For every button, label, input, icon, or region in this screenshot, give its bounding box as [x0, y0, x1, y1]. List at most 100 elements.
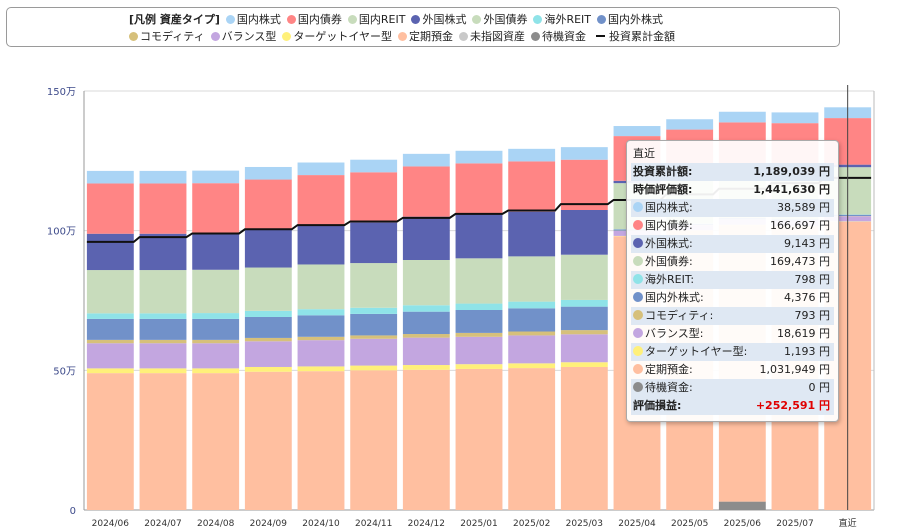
bar-segment: [402, 334, 450, 338]
tooltip-total-row: 評価損益: +252,591 円: [631, 397, 834, 415]
bar-segment: [192, 170, 240, 184]
legend-label: 定期預金: [409, 30, 454, 43]
bar-segment: [508, 211, 556, 257]
bar-segment: [560, 209, 608, 255]
legend-swatch: [210, 32, 220, 41]
legend-item[interactable]: 未指図資産: [459, 28, 525, 45]
tooltip-label: 定期預金:: [645, 363, 693, 376]
bar-segment: [244, 366, 292, 372]
tooltip-swatch: [633, 364, 643, 374]
legend-item-line[interactable]: 投資累計金額: [592, 28, 675, 45]
bar-segment: [244, 337, 292, 342]
bar-segment: [402, 259, 450, 306]
x-tick-label: 2024/10: [302, 519, 340, 529]
bar-segment: [192, 339, 240, 344]
legend-item[interactable]: 国内REIT: [347, 11, 405, 28]
legend-item[interactable]: 定期預金: [398, 28, 453, 45]
legend-item[interactable]: バランス型: [210, 28, 277, 45]
bar-segment: [402, 311, 450, 335]
bar-segment: [86, 170, 134, 184]
legend-item[interactable]: 海外REIT: [533, 11, 591, 28]
bar-segment: [402, 166, 450, 217]
bar-segment: [508, 363, 556, 369]
bar-segment: [297, 336, 345, 341]
x-tick-label: 2024/11: [355, 519, 392, 529]
tooltip-swatch: [633, 256, 643, 266]
bar-segment: [86, 233, 134, 271]
legend-label: 外国株式: [422, 13, 467, 26]
bar-segment: [455, 336, 503, 365]
bar-segment: [350, 263, 398, 308]
bar-segment: [297, 366, 345, 372]
bar-segment: [402, 369, 450, 510]
tooltip-label: 国内外株式:: [645, 291, 704, 304]
x-tick-label: 2025/07: [776, 519, 813, 529]
bar-segment: [139, 368, 187, 374]
bar-segment: [560, 330, 608, 335]
tooltip-label: 国内債券:: [645, 219, 693, 232]
y-tick-label: 50万: [53, 366, 76, 377]
bar-segment: [297, 315, 345, 337]
bar-segment: [455, 309, 503, 333]
legend-item[interactable]: 国内外株式: [597, 11, 663, 28]
legend-swatch: [531, 32, 541, 41]
bar-segment: [297, 225, 345, 265]
bar-segment: [244, 229, 292, 268]
legend-item[interactable]: ターゲットイヤー型: [282, 28, 392, 45]
tooltip-swatch: [633, 310, 643, 320]
bar-segment: [508, 256, 556, 302]
bar-segment: [771, 112, 819, 124]
bar-segment: [244, 310, 292, 317]
legend-title: [凡例 資産タイプ]: [129, 13, 220, 26]
bar-segment: [350, 365, 398, 371]
bar-segment: [350, 313, 398, 336]
bar-segment: [455, 368, 503, 510]
legend-item[interactable]: 待機資金: [531, 28, 586, 45]
bar-segment: [139, 170, 187, 184]
tooltip-value: 169,473 円: [770, 255, 830, 268]
tooltip-swatch: [633, 238, 643, 248]
legend-item[interactable]: 国内株式: [225, 11, 281, 28]
bar-segment: [560, 306, 608, 331]
legend-item[interactable]: コモディティ: [129, 28, 205, 45]
bar-segment: [455, 213, 503, 259]
legend-label: バランス型: [221, 30, 277, 43]
bar-segment: [350, 338, 398, 366]
bar-segment: [508, 161, 556, 212]
x-tick-label: 2025/06: [724, 519, 762, 529]
legend-item[interactable]: 外国債券: [472, 11, 527, 28]
tooltip-label: 国内株式:: [645, 201, 693, 214]
tooltip-row: コモディティ: 793 円: [631, 307, 834, 325]
bar-segment: [455, 258, 503, 304]
tooltip-value: 38,589 円: [777, 201, 830, 214]
bar-segment: [508, 148, 556, 162]
y-tick-label: 150万: [47, 87, 76, 98]
legend-swatch: [225, 15, 235, 24]
legend-swatch: [411, 15, 421, 24]
legend-label: 国内外株式: [608, 13, 664, 26]
bar-segment: [244, 166, 292, 180]
legend-swatch: [398, 32, 408, 41]
tooltip-value: 4,376 円: [784, 291, 830, 304]
bar-segment: [297, 162, 345, 176]
tooltip-row: 国内株式: 38,589 円: [631, 199, 834, 217]
bar-segment: [139, 343, 187, 369]
tooltip-row: 投資累計額: 1,189,039 円: [631, 163, 834, 181]
bar-segment: [666, 119, 714, 130]
bar-segment: [455, 332, 503, 337]
legend-item[interactable]: 国内債券: [286, 11, 342, 28]
legend-swatch: [597, 15, 607, 24]
x-tick-label: 2024/06: [92, 519, 130, 529]
tooltip-total-value: +252,591 円: [755, 399, 830, 412]
tooltip-swatch: [633, 328, 643, 338]
x-tick-label: 2025/03: [566, 519, 603, 529]
tooltip-row: 海外REIT: 798 円: [631, 271, 834, 289]
bar-segment: [86, 270, 134, 314]
legend-item[interactable]: 外国株式: [411, 11, 466, 28]
tooltip-label: 外国債券:: [645, 255, 693, 268]
bar-segment: [455, 150, 503, 164]
bar-segment: [297, 264, 345, 310]
tooltip-swatch: [633, 382, 643, 392]
bar-segment: [560, 362, 608, 367]
x-tick-label: 2024/08: [197, 519, 235, 529]
